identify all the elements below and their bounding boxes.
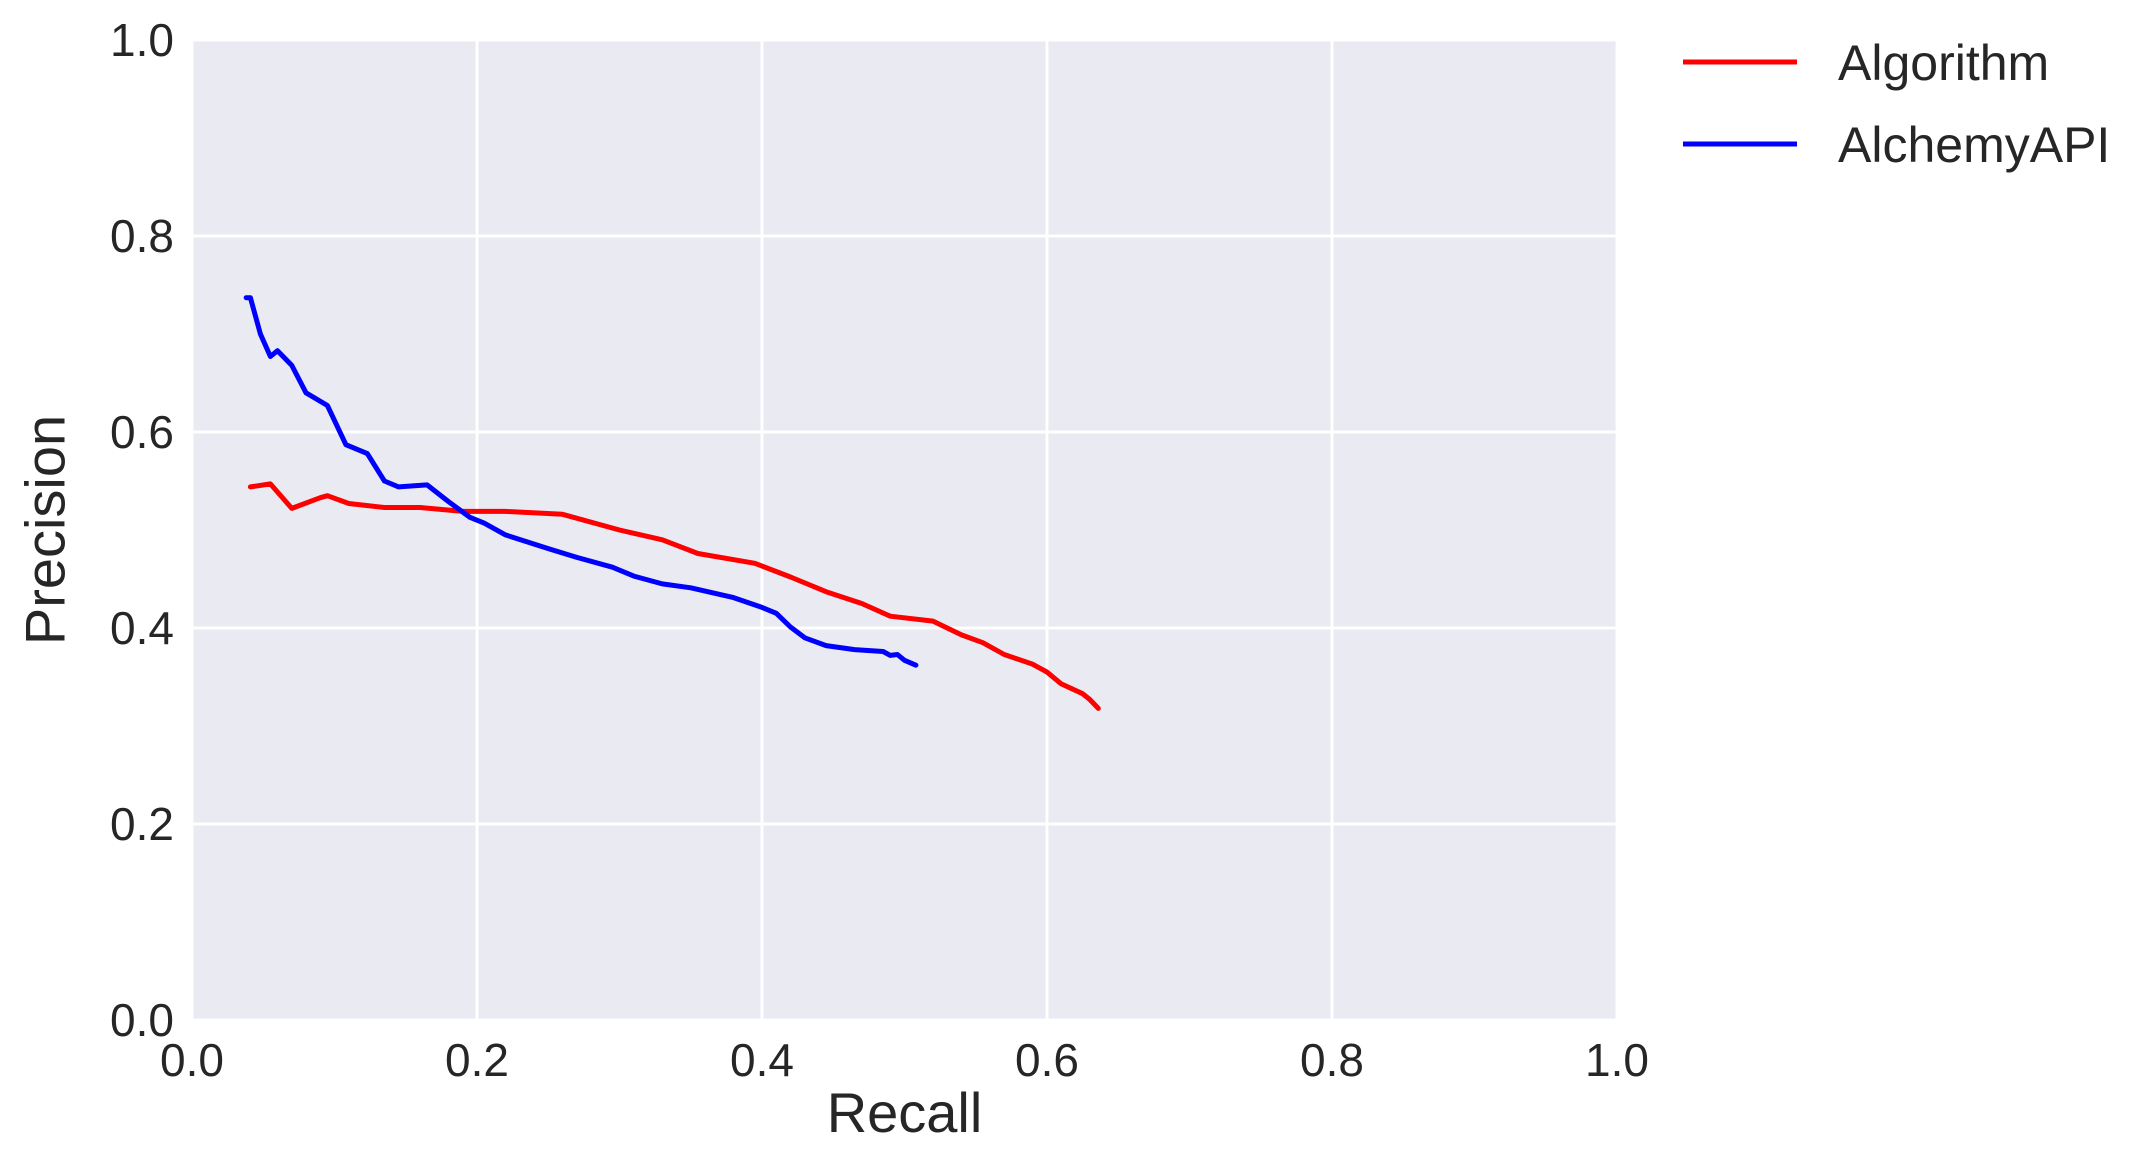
- y-axis-label: Precision: [14, 415, 77, 645]
- series-line-alchemyapi: [243, 295, 919, 668]
- grid-lines: [190, 38, 1619, 1022]
- x-tick-label: 0.2: [445, 1034, 509, 1086]
- series-line-algorithm: [247, 481, 1101, 711]
- x-axis-label: Recall: [827, 1081, 983, 1144]
- y-tick-label: 0.4: [110, 602, 174, 654]
- y-tick-label: 1.0: [110, 14, 174, 66]
- y-tick-label: 0.0: [110, 994, 174, 1046]
- y-tick-label: 0.6: [110, 406, 174, 458]
- legend: Algorithm AlchemyAPI: [1683, 35, 2110, 173]
- legend-label-alchemyapi: AlchemyAPI: [1838, 117, 2110, 173]
- x-tick-label: 0.0: [160, 1034, 224, 1086]
- y-tick-label: 0.8: [110, 210, 174, 262]
- x-tick-label: 0.8: [1300, 1034, 1364, 1086]
- x-tick-label: 0.6: [1015, 1034, 1079, 1086]
- tick-labels: 0.0 0.2 0.4 0.6 0.8 1.0 0.0 0.2 0.4 0.6 0.8 1.0: [110, 14, 1649, 1086]
- legend-label-algorithm: Algorithm: [1838, 35, 2049, 91]
- x-tick-label: 1.0: [1585, 1034, 1649, 1086]
- x-tick-label: 0.4: [730, 1034, 794, 1086]
- series-lines: [243, 295, 1101, 711]
- y-tick-label: 0.2: [110, 798, 174, 850]
- plot-background: [192, 40, 1617, 1020]
